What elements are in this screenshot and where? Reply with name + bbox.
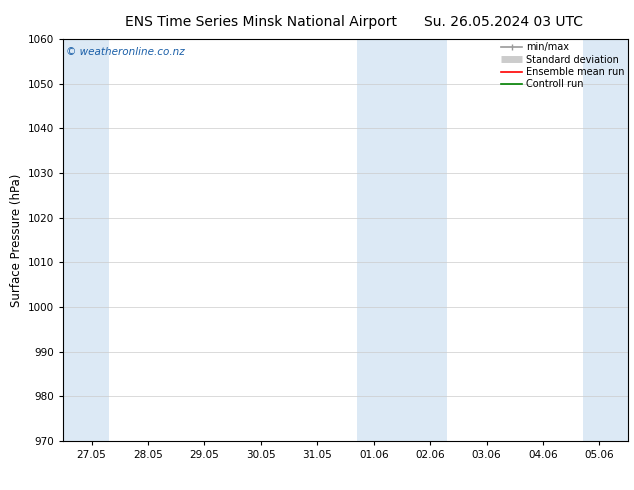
Bar	[357, 39, 447, 441]
Text: © weatheronline.co.nz: © weatheronline.co.nz	[66, 47, 185, 57]
Bar	[63, 39, 108, 441]
Y-axis label: Surface Pressure (hPa): Surface Pressure (hPa)	[10, 173, 23, 307]
Legend: min/max, Standard deviation, Ensemble mean run, Controll run: min/max, Standard deviation, Ensemble me…	[501, 42, 624, 89]
Bar	[583, 39, 628, 441]
Text: Su. 26.05.2024 03 UTC: Su. 26.05.2024 03 UTC	[424, 15, 583, 29]
Text: ENS Time Series Minsk National Airport: ENS Time Series Minsk National Airport	[125, 15, 397, 29]
